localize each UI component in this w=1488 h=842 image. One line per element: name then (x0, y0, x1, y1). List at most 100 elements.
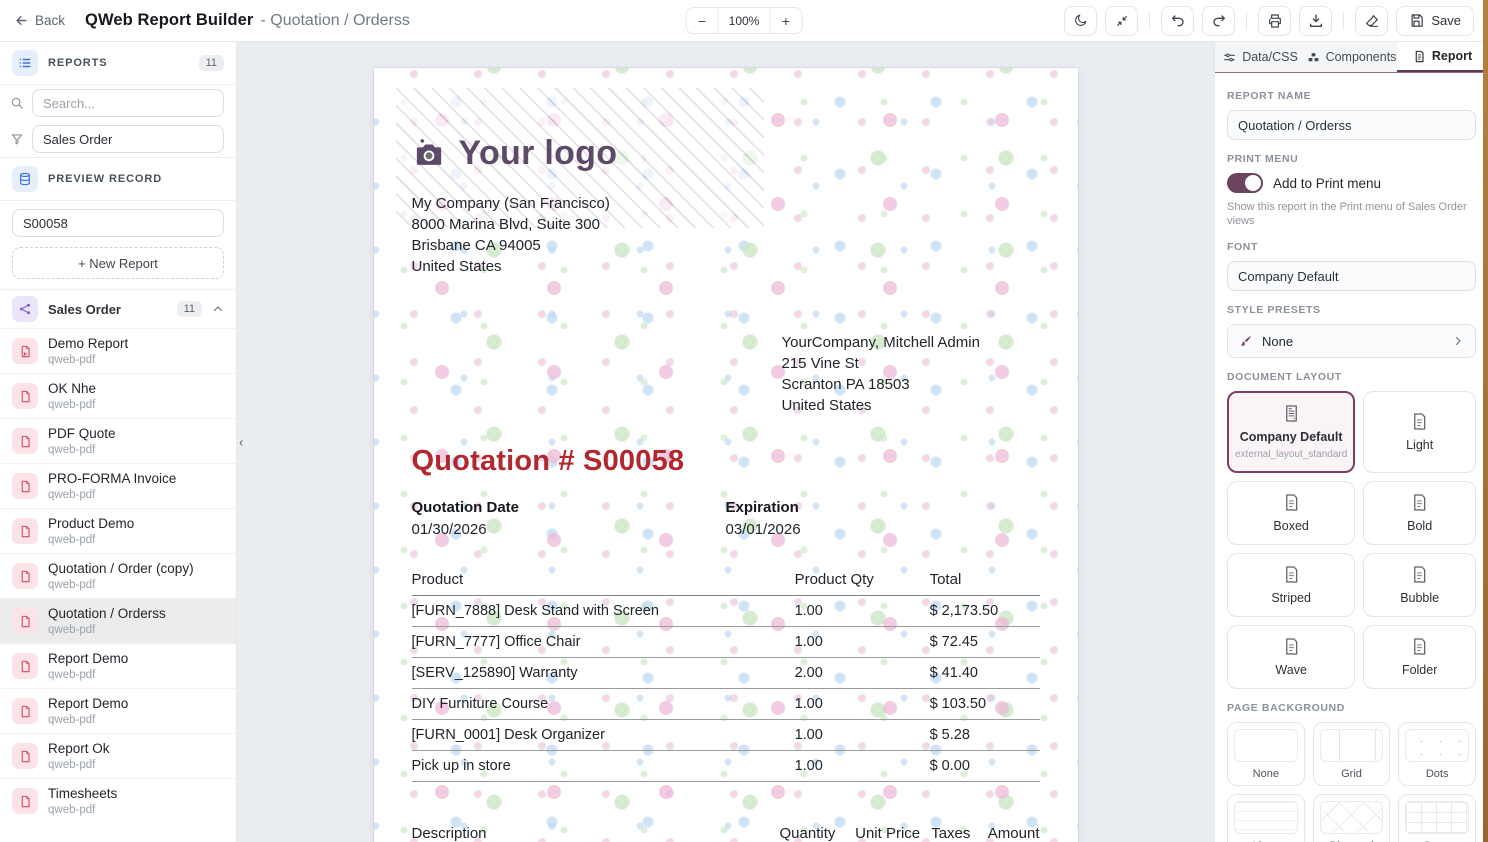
table-row: [SERV_125890] Warranty 2.00 $ 41.40 (411, 657, 1040, 689)
table-row: DIY Furniture Course 1.00 $ 103.50 (411, 688, 1040, 720)
record-input-wrap (0, 201, 236, 245)
undo-button[interactable] (1161, 5, 1195, 36)
report-list-item[interactable]: Timesheets qweb-pdf (0, 778, 236, 823)
print-button[interactable] (1258, 5, 1292, 36)
layout-card-bold[interactable]: Bold (1363, 481, 1476, 545)
page-title: QWeb Report Builder (85, 11, 254, 29)
database-icon (12, 166, 38, 192)
layout-card-bubble[interactable]: Bubble (1363, 553, 1476, 617)
tab-components[interactable]: Components (1306, 42, 1397, 72)
layout-card-company-default[interactable]: Company Default external_layout_standard (1227, 391, 1356, 473)
list-icon (12, 50, 38, 76)
report-list-item-selected[interactable]: Quotation / Orderss qweb-pdf (0, 598, 236, 643)
zoom-in-button[interactable]: + (769, 8, 802, 33)
background-card-cross[interactable]: Cross (1398, 794, 1476, 842)
expiration-field: Expiration 03/01/2026 (725, 499, 801, 538)
customer-address: YourCompany, Mitchell Admin 215 Vine St … (781, 334, 980, 414)
report-item-title: OK Nhe (48, 381, 97, 396)
report-list-item[interactable]: OK Nhe qweb-pdf (0, 373, 236, 418)
pdf-file-icon (12, 428, 38, 454)
background-card-none[interactable]: None (1227, 722, 1305, 786)
report-item-subtitle: qweb-pdf (48, 624, 96, 636)
pdf-file-icon (12, 653, 38, 679)
settings-panel: Data/CSS Components Report REPORT NAME P… (1214, 42, 1488, 842)
zoom-out-button[interactable]: − (686, 8, 719, 33)
report-list-item[interactable]: Report Demo qweb-pdf (0, 688, 236, 733)
printer-icon (1268, 13, 1281, 28)
print-menu-toggle[interactable] (1227, 173, 1263, 193)
report-list-item[interactable]: Report Ok qweb-pdf (0, 733, 236, 778)
pdf-file-icon (12, 698, 38, 724)
toolbar-separator (1149, 11, 1151, 30)
layout-card-light[interactable]: Light (1363, 391, 1476, 473)
layout-card-boxed[interactable]: Boxed (1227, 481, 1356, 545)
toolbar-separator (1343, 11, 1345, 30)
background-card-dots[interactable]: Dots (1398, 722, 1476, 786)
report-name-label: REPORT NAME (1227, 90, 1312, 102)
report-name-input[interactable] (1227, 110, 1476, 140)
preview-record-input[interactable] (12, 209, 224, 237)
background-preview-lines (1234, 801, 1298, 834)
chevron-up-icon[interactable] (212, 303, 224, 315)
panel-tabs: Data/CSS Components Report (1215, 42, 1488, 73)
toolbar-separator (1246, 11, 1248, 30)
table-row: [FURN_7777] Office Chair 1.00 $ 72.45 (411, 626, 1040, 658)
tab-report[interactable]: Report (1397, 42, 1488, 72)
report-list-item[interactable]: Demo Report qweb-pdf (0, 328, 236, 373)
download-icon (1309, 13, 1322, 27)
report-list-item[interactable]: Report Demo qweb-pdf (0, 643, 236, 688)
report-list-item[interactable]: PRO-FORMA Invoice qweb-pdf (0, 463, 236, 508)
report-item-subtitle: qweb-pdf (48, 669, 96, 681)
report-item-title: Timesheets (48, 786, 118, 801)
report-page[interactable]: Your logo My Company (San Francisco) 800… (374, 68, 1078, 842)
divider (0, 289, 236, 290)
layout-card-striped[interactable]: Striped (1227, 553, 1356, 617)
blocks-icon (1308, 52, 1318, 61)
layout-card-wave[interactable]: Wave (1227, 625, 1356, 689)
product-summary-table: Product Product Qty Total [FURN_7888] De… (411, 565, 1040, 782)
topbar-actions: Save (1064, 5, 1474, 36)
download-button[interactable] (1299, 5, 1333, 36)
company-logo[interactable]: Your logo (412, 134, 1040, 173)
theme-toggle-button[interactable] (1064, 5, 1098, 36)
eraser-icon (1365, 14, 1378, 27)
quotation-title: Quotation # S00058 (411, 445, 685, 477)
print-menu-toggle-row: Add to Print menu (1227, 173, 1476, 193)
document-outline-icon (1285, 494, 1297, 511)
pdf-file-icon (12, 383, 38, 409)
clear-button[interactable] (1355, 5, 1389, 36)
font-select[interactable] (1227, 261, 1476, 291)
model-filter-input[interactable] (32, 125, 224, 153)
redo-icon (1213, 14, 1225, 26)
background-preview-none (1234, 729, 1298, 762)
table-row: [FURN_7888] Desk Stand with Screen 1.00 $ … (411, 595, 1040, 627)
fit-view-button[interactable] (1105, 5, 1139, 36)
tab-data-css[interactable]: Data/CSS (1215, 42, 1306, 72)
pdf-file-icon (12, 743, 38, 769)
report-list-item[interactable]: Product Demo qweb-pdf (0, 508, 236, 553)
report-list-item[interactable]: PDF Quote qweb-pdf (0, 418, 236, 463)
report-item-subtitle: qweb-pdf (48, 489, 96, 501)
window-edge-strip (1483, 0, 1488, 842)
background-card-grid[interactable]: Grid (1312, 722, 1391, 786)
quotation-fields: Quotation Date 01/30/2026 Expiration 03/… (412, 499, 1040, 538)
table-row: [FURN_0001] Desk Organizer 1.00 $ 5.28 (411, 719, 1040, 751)
save-button[interactable]: Save (1396, 5, 1474, 36)
pdf-file-icon (12, 563, 38, 589)
topbar: Back QWeb Report Builder - Quotation / O… (0, 0, 1488, 42)
report-item-title: Product Demo (48, 516, 135, 531)
sales-order-group-header[interactable]: Sales Order 11 (0, 290, 236, 328)
new-report-button[interactable]: + New Report (12, 247, 224, 279)
background-card-diamond[interactable]: Diamond (1312, 794, 1391, 842)
style-preset-button[interactable]: None (1227, 324, 1476, 358)
report-list-item[interactable]: Quotation / Order (copy) qweb-pdf (0, 553, 236, 598)
zoom-controls: − 100% + (685, 7, 803, 34)
company-address: My Company (San Francisco) 8000 Marina B… (411, 195, 610, 275)
search-input[interactable] (32, 89, 224, 117)
layout-card-folder[interactable]: Folder (1363, 625, 1476, 689)
redo-button[interactable] (1202, 5, 1236, 36)
pdf-file-icon (12, 338, 38, 364)
sidebar-collapse-handle[interactable]: ‹ (239, 434, 244, 450)
back-button[interactable]: Back (14, 13, 65, 28)
background-card-lines[interactable]: Lines (1227, 794, 1305, 842)
